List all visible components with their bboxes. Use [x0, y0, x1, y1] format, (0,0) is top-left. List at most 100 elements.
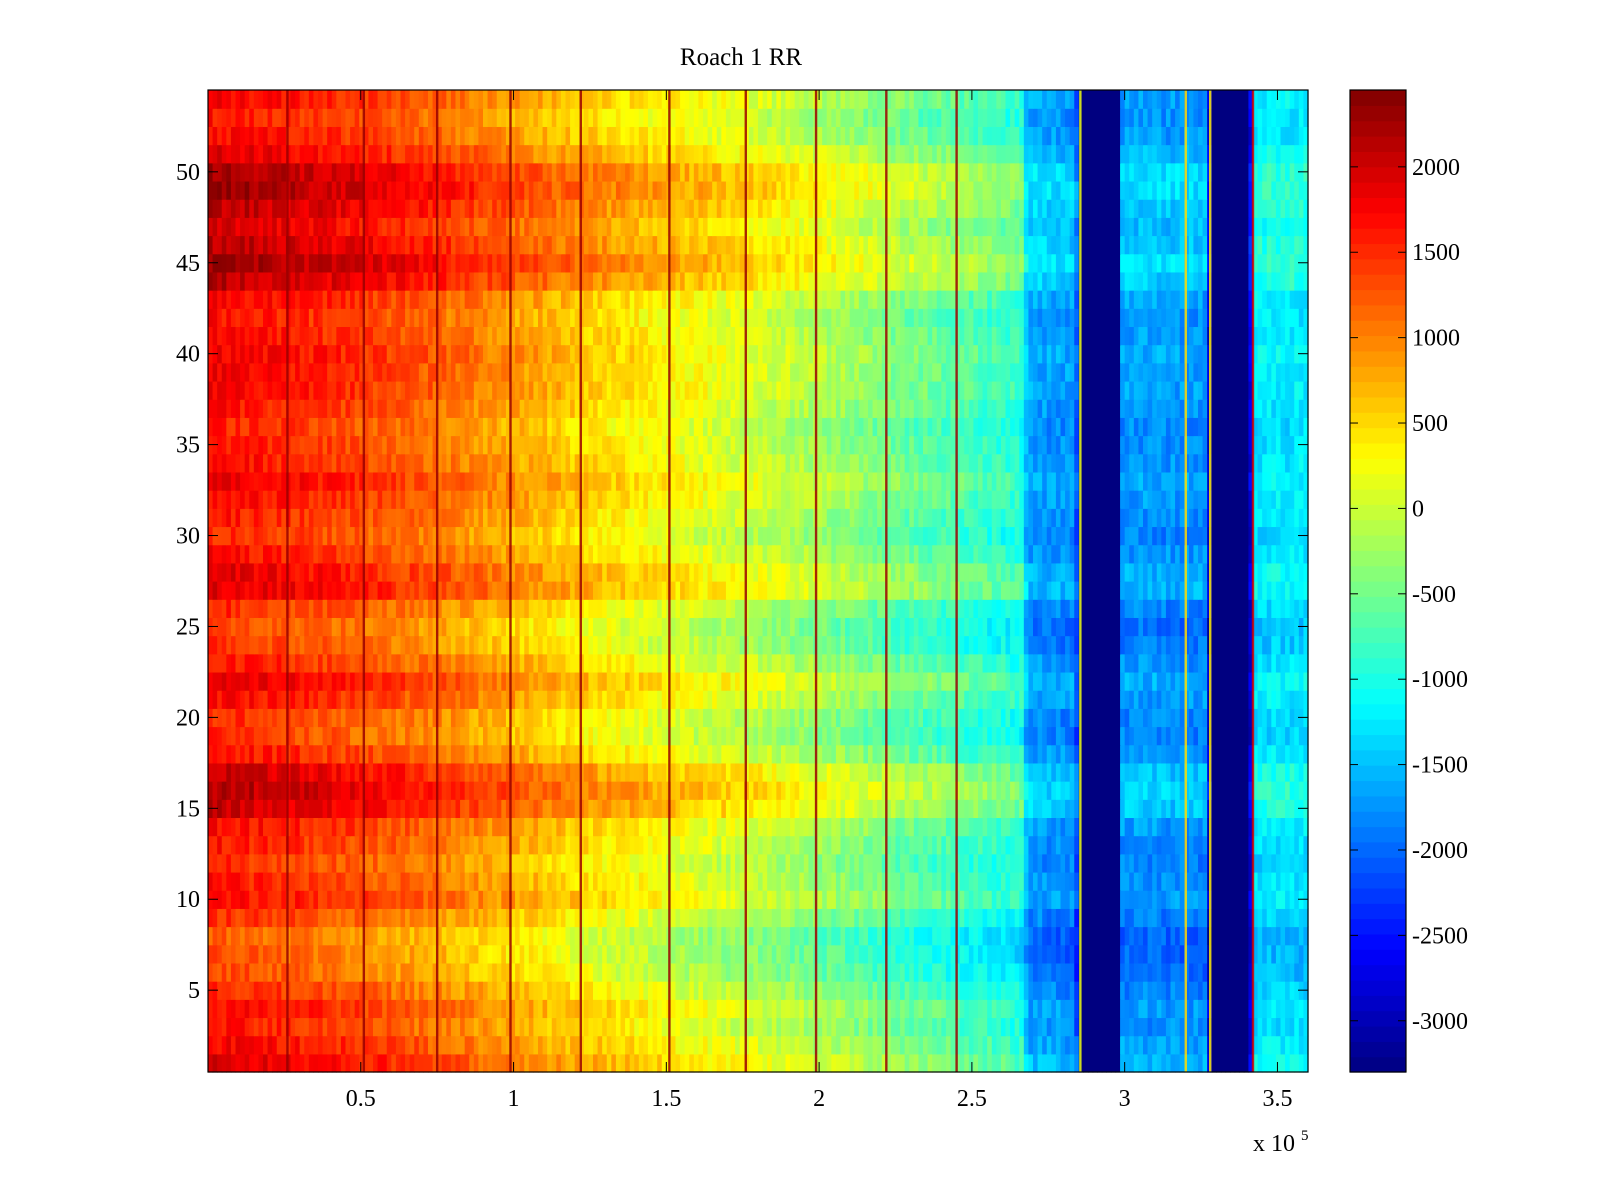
- heatmap-cell: [1298, 926, 1305, 946]
- heatmap-cell: [258, 1017, 264, 1037]
- heatmap-cell: [1243, 762, 1250, 782]
- heatmap-cell: [936, 708, 942, 728]
- heatmap-cell: [693, 744, 700, 764]
- heatmap-cell: [528, 835, 535, 855]
- heatmap-cell: [1266, 871, 1272, 891]
- heatmap-cell: [758, 762, 764, 782]
- heatmap-cell: [263, 981, 269, 1000]
- heatmap-cell: [693, 762, 700, 782]
- heatmap-cell: [290, 1017, 296, 1037]
- heatmap-cell: [1266, 744, 1272, 764]
- heatmap-cell: [643, 690, 649, 709]
- heatmap-cell: [1083, 999, 1089, 1019]
- heatmap-cell: [909, 890, 915, 909]
- heatmap-cell: [1051, 799, 1057, 819]
- heatmap-cell: [968, 817, 975, 837]
- heatmap-cell: [528, 708, 535, 728]
- heatmap-cell: [1115, 744, 1121, 764]
- heatmap-cell: [991, 962, 997, 982]
- heatmap-cell: [460, 962, 466, 982]
- heatmap-cell: [276, 1053, 282, 1073]
- heatmap-cell: [918, 981, 924, 1000]
- heatmap-cell: [249, 1017, 255, 1037]
- heatmap-cell: [414, 1017, 420, 1037]
- heatmap-cell: [849, 926, 855, 946]
- heatmap-cell: [235, 799, 241, 819]
- heatmap-cell: [318, 690, 324, 709]
- heatmap-cell: [395, 817, 402, 837]
- heatmap-cell: [1161, 1017, 1167, 1037]
- heatmap-cell: [1230, 708, 1236, 728]
- heatmap-cell: [1000, 799, 1007, 819]
- heatmap-cell: [845, 1017, 851, 1037]
- heatmap-cell: [739, 1017, 745, 1037]
- heatmap-cell: [941, 944, 947, 964]
- heatmap-cell: [863, 1053, 869, 1073]
- heatmap-cell: [1179, 853, 1185, 873]
- heatmap-cell: [363, 871, 370, 891]
- heatmap-cell: [414, 962, 420, 982]
- heatmap-cell: [684, 762, 690, 782]
- heatmap-cell: [331, 890, 337, 909]
- heatmap-cell: [684, 744, 690, 764]
- heatmap-cell: [1289, 890, 1295, 909]
- heatmap-cell: [350, 999, 356, 1019]
- heatmap-cell: [1065, 835, 1071, 855]
- heatmap-cell: [1147, 726, 1153, 746]
- heatmap-cell: [345, 1053, 351, 1073]
- heatmap-cell: [1115, 708, 1121, 728]
- heatmap-cell: [1060, 962, 1066, 982]
- heatmap-cell: [881, 871, 887, 891]
- heatmap-cell: [964, 708, 970, 728]
- heatmap-cell: [299, 999, 305, 1019]
- heatmap-cell: [602, 817, 608, 837]
- heatmap-cell: [533, 1053, 539, 1073]
- heatmap-cell: [799, 944, 805, 964]
- heatmap-cell: [684, 908, 690, 928]
- heatmap-cell: [409, 799, 415, 819]
- heatmap-cell: [895, 926, 901, 946]
- heatmap-cell: [1220, 999, 1227, 1019]
- heatmap-cell: [748, 1017, 755, 1037]
- heatmap-cell: [354, 890, 360, 909]
- heatmap-cell: [588, 1053, 594, 1073]
- heatmap-cell: [932, 944, 938, 964]
- heatmap-cell: [551, 799, 557, 819]
- heatmap-cell: [1285, 871, 1291, 891]
- heatmap-cell: [354, 999, 360, 1019]
- heatmap-cell: [597, 908, 603, 928]
- heatmap-cell: [276, 871, 282, 891]
- heatmap-cell: [313, 926, 319, 946]
- heatmap-cell: [469, 744, 475, 764]
- heatmap-cell: [1257, 1035, 1263, 1055]
- heatmap-cell: [418, 690, 425, 709]
- heatmap-cell: [1055, 944, 1062, 964]
- heatmap-cell: [1152, 999, 1158, 1019]
- heatmap-cell: [350, 817, 356, 837]
- heatmap-cell: [1289, 999, 1295, 1019]
- heatmap-cell: [313, 726, 319, 746]
- heatmap-cell: [712, 1035, 718, 1055]
- heatmap-cell: [565, 1053, 571, 1073]
- heatmap-cell: [927, 781, 933, 800]
- heatmap-cell: [895, 835, 901, 855]
- heatmap-cell: [510, 890, 516, 909]
- heatmap-cell: [281, 853, 287, 873]
- heatmap-cell: [1220, 762, 1227, 782]
- heatmap-cell: [446, 1017, 452, 1037]
- heatmap-cell: [689, 853, 695, 873]
- heatmap-cell: [597, 726, 603, 746]
- heatmap-cell: [244, 762, 250, 782]
- heatmap-cell: [1014, 962, 1020, 982]
- heatmap-cell: [450, 871, 457, 891]
- heatmap-cell: [900, 726, 906, 746]
- heatmap-cell: [1275, 835, 1282, 855]
- heatmap-cell: [1285, 781, 1291, 800]
- heatmap-cell: [1042, 726, 1048, 746]
- heatmap-cell: [483, 962, 489, 982]
- heatmap-cell: [909, 871, 915, 891]
- heatmap-cell: [835, 853, 842, 873]
- heatmap-cell: [377, 817, 383, 837]
- heatmap-cell: [295, 871, 301, 891]
- heatmap-cell: [987, 708, 993, 728]
